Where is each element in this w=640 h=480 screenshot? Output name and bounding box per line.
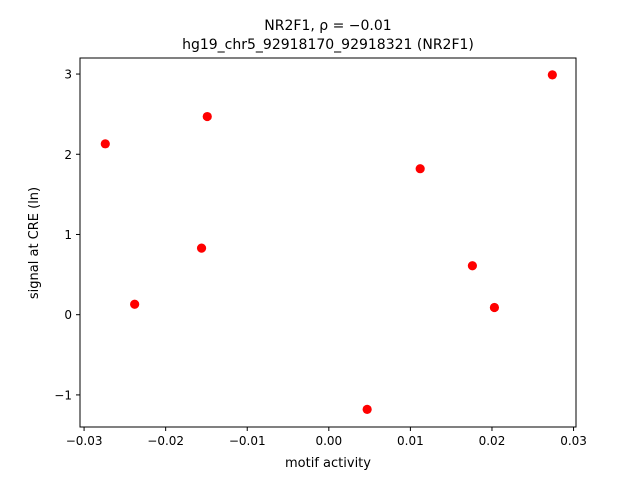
y-tick-label: 3 <box>64 68 72 82</box>
y-axis-ticks: −1 0 1 2 3 <box>54 68 80 402</box>
x-tick-label: 0.00 <box>315 434 342 448</box>
x-axis-ticks: −0.03 −0.02 −0.01 0.00 0.01 0.02 0.03 <box>66 427 587 448</box>
axes-frame <box>79 57 577 428</box>
y-tick-label: 1 <box>64 228 72 242</box>
data-point-7 <box>467 261 477 271</box>
data-point-3 <box>196 243 207 253</box>
data-point-2 <box>130 299 140 309</box>
plot-area <box>100 70 557 414</box>
data-point-8 <box>489 302 500 313</box>
y-axis-label: signal at CRE (ln) <box>27 187 42 299</box>
x-tick-label: 0.01 <box>397 434 424 448</box>
y-tick-label: 2 <box>64 148 72 162</box>
x-tick-label: 0.02 <box>479 434 506 448</box>
data-point-9 <box>547 70 557 80</box>
x-axis-label: motif activity <box>285 456 371 471</box>
y-tick-label: −1 <box>54 388 72 402</box>
x-tick-label: −0.01 <box>229 434 266 448</box>
chart-title: NR2F1, ρ = −0.01 <box>264 18 391 34</box>
data-point-4 <box>202 111 212 122</box>
y-tick-label: 0 <box>64 308 72 322</box>
x-tick-label: 0.03 <box>560 434 587 448</box>
chart-subtitle: hg19_chr5_92918170_92918321 (NR2F1) <box>182 37 474 53</box>
data-point-1 <box>100 139 110 149</box>
x-tick-label: −0.03 <box>66 434 103 448</box>
data-point-6 <box>415 164 425 174</box>
x-tick-label: −0.02 <box>147 434 184 448</box>
data-point-5 <box>362 404 372 414</box>
